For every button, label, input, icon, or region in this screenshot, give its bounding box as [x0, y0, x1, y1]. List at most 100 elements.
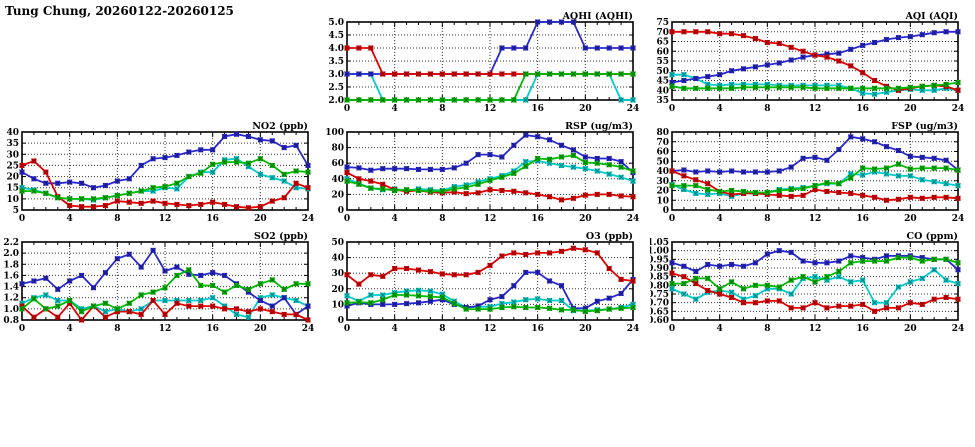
y-tick-label: 1.8 [3, 260, 19, 270]
y-tick-label: 75 [656, 18, 669, 28]
y-tick-label: 10 [331, 300, 344, 310]
y-tick-label: 4.0 [328, 44, 344, 54]
y-tick-label: 30 [6, 150, 19, 160]
chart-title: RSP (ug/m3) [565, 121, 633, 132]
y-tick-label: 70 [656, 138, 669, 148]
y-tick-label: 5.0 [328, 18, 344, 28]
y-tick-label: 0.90 [650, 264, 669, 274]
x-tick-label: 24 [627, 214, 640, 224]
y-tick-label: 0 [338, 316, 344, 326]
chart-so2: 0.8 1.0 1.2 1.4 1.6 1.8 2.0 2.2 0 4 8 12 16 20 24 SO2 (… [0, 230, 325, 340]
y-tick-label: 3.5 [328, 57, 344, 67]
x-tick-label: 12 [809, 214, 822, 224]
x-tick-label: 20 [904, 214, 917, 224]
x-tick-label: 8 [439, 214, 445, 224]
y-tick-label: 45 [656, 77, 669, 87]
aqhi-plot: 2.0 2.5 3.0 3.5 4.0 4.5 5.0 0 4 8 12 16 20 24 AQHI (AQ… [328, 11, 640, 114]
x-tick-label: 0 [669, 104, 675, 114]
x-tick-label: 16 [531, 324, 544, 334]
x-tick-label: 0 [344, 324, 350, 334]
y-tick-label: 60 [331, 159, 344, 169]
y-tick-label: 0.75 [650, 290, 669, 300]
x-tick-label: 0 [19, 324, 25, 334]
chart-title: CO (ppm) [907, 231, 958, 242]
chart-co: 0.60 0.65 0.70 0.75 0.80 0.85 0.90 0.95 1.00 1.05… [647, 230, 975, 340]
x-tick-label: 0 [344, 214, 350, 224]
x-tick-label: 20 [254, 324, 267, 334]
y-tick-label: 55 [656, 57, 669, 67]
chart-title: NO2 (ppb) [252, 121, 308, 132]
y-tick-label: 1.05 [650, 238, 669, 248]
y-tick-label: 0.95 [650, 255, 669, 265]
x-tick-label: 12 [484, 324, 497, 334]
x-tick-label: 12 [809, 104, 822, 114]
y-tick-label: 35 [6, 139, 19, 149]
rsp-plot: 0 20 40 60 80 100 0 4 8 12 16 20 24 RSP (ug/m3) [325, 121, 640, 224]
x-tick-label: 8 [114, 214, 120, 224]
x-tick-label: 12 [159, 214, 172, 224]
x-tick-label: 8 [114, 324, 120, 334]
chart-o3: 0 10 20 30 40 50 0 4 8 12 16 20 24 O3 (ppb) [325, 230, 650, 340]
x-tick-label: 16 [856, 104, 869, 114]
so2-plot: 0.81.01.21.4 1.61.82.02.2 0 4 8 12 16 20 24 SO2 (… [3, 231, 315, 334]
y-tick-label: 0.8 [3, 316, 19, 326]
y-tick-label: 2.2 [3, 238, 19, 248]
y-tick-label: 1.4 [3, 283, 19, 293]
y-tick-label: 2.5 [328, 83, 344, 93]
y-tick-label: 30 [656, 177, 669, 187]
x-tick-label: 16 [856, 324, 869, 334]
y-tick-label: 50 [656, 157, 669, 167]
x-tick-label: 24 [302, 214, 315, 224]
x-tick-label: 16 [856, 214, 869, 224]
x-tick-label: 20 [904, 104, 917, 114]
x-tick-label: 0 [344, 104, 350, 114]
x-tick-label: 24 [952, 214, 965, 224]
chart-title: FSP (ug/m3) [891, 121, 958, 132]
x-tick-label: 12 [484, 214, 497, 224]
x-tick-label: 12 [484, 104, 497, 114]
y-tick-label: 0.85 [650, 273, 669, 283]
x-tick-label: 0 [669, 324, 675, 334]
y-tick-label: 80 [656, 128, 669, 138]
y-tick-label: 2.0 [328, 96, 344, 106]
y-tick-label: 10 [656, 196, 669, 206]
x-tick-label: 4 [392, 104, 398, 114]
y-tick-label: 70 [656, 28, 669, 38]
x-tick-label: 24 [302, 324, 315, 334]
y-tick-label: 20 [331, 285, 344, 295]
y-tick-label: 40 [331, 175, 344, 185]
y-tick-label: 0 [338, 206, 344, 216]
y-tick-label: 40 [656, 167, 669, 177]
y-tick-label: 10 [6, 195, 19, 205]
x-tick-label: 4 [67, 324, 73, 334]
x-tick-label: 4 [717, 104, 723, 114]
y-tick-label: 40 [331, 254, 344, 264]
y-tick-label: 1.6 [3, 271, 19, 281]
y-tick-label: 50 [656, 67, 669, 77]
x-tick-label: 20 [254, 214, 267, 224]
x-tick-label: 8 [764, 214, 770, 224]
x-tick-label: 20 [579, 104, 592, 114]
x-tick-label: 12 [809, 324, 822, 334]
x-tick-label: 4 [67, 214, 73, 224]
chart-aqi: 35 40 45 50 55 60 65 70 75 0 4 8 12 16 20 24 AQI (AQI) [650, 10, 975, 120]
co-plot: 0.600.650.700.750.800.850.900.951.001.05… [647, 231, 964, 334]
x-tick-label: 4 [717, 324, 723, 334]
x-tick-label: 24 [627, 104, 640, 114]
x-tick-label: 12 [159, 324, 172, 334]
x-tick-label: 20 [904, 324, 917, 334]
x-tick-label: 8 [764, 324, 770, 334]
chart-rsp: 0 20 40 60 80 100 0 4 8 12 16 20 24 RSP (ug/m3) [325, 120, 650, 230]
y-tick-label: 1.0 [3, 305, 19, 315]
y-tick-label: 80 [331, 144, 344, 154]
y-tick-label: 15 [6, 184, 19, 194]
o3-plot: 0 10 20 30 40 50 0 4 8 12 16 20 24 O3 (ppb) [331, 231, 639, 334]
y-tick-label: 1.2 [3, 294, 19, 304]
chart-title: AQI (AQI) [905, 11, 958, 22]
y-tick-label: 60 [656, 148, 669, 158]
chart-title: SO2 (ppb) [254, 231, 308, 242]
